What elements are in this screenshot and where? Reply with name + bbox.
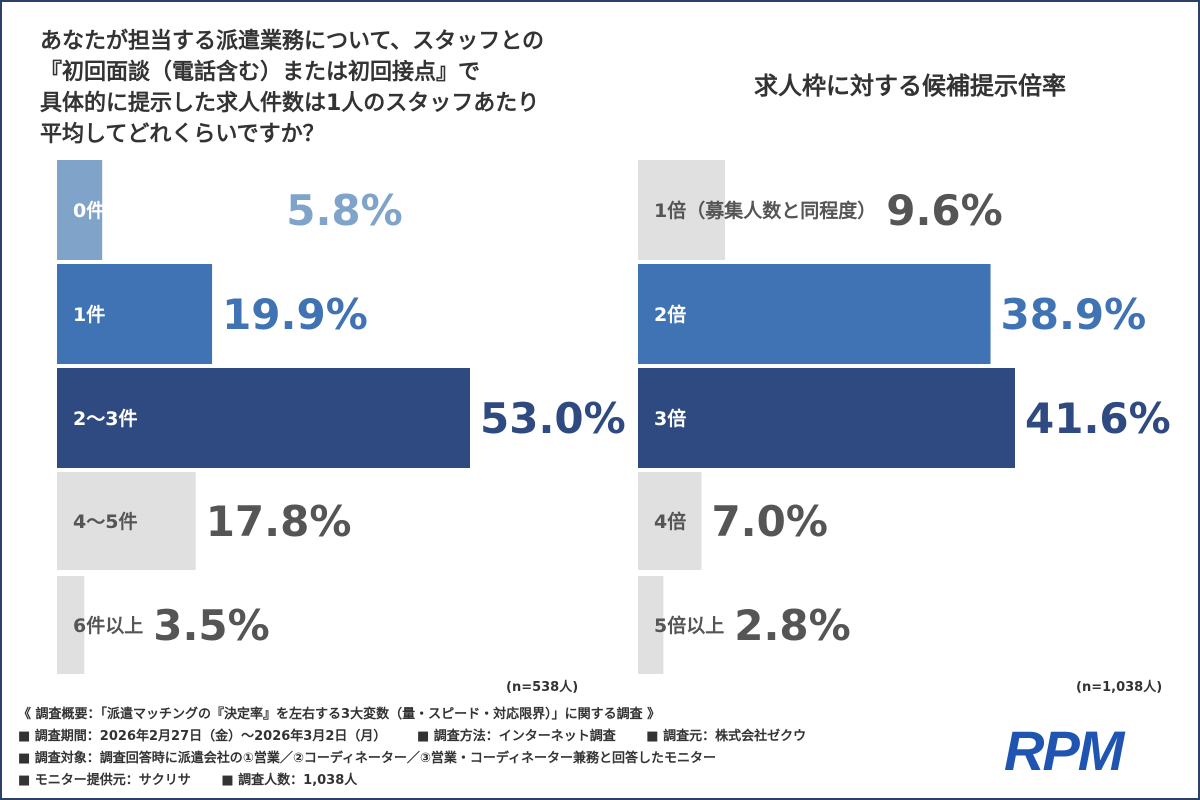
survey-meta-row: ■ 調査期間：2026年2月27日（金）〜2026年3月2日（月） ■ 調査方法… [18, 726, 832, 748]
right-bar-4 [638, 472, 702, 570]
left-bar-value-5: 3.5% [153, 601, 269, 650]
right-bar-label-2: 2倍 [654, 303, 686, 326]
left-bar-label-3: 2〜3件 [73, 407, 137, 430]
left-bar-5 [57, 576, 85, 674]
survey-footer: 《 調査概要：「派遣マッチングの『決定率』を左右する3大変数（量・スピード・対応… [18, 704, 832, 792]
left-bar-value-3: 53.0% [480, 394, 626, 443]
left-bar-4 [57, 472, 196, 570]
right-bar-5 [638, 576, 664, 674]
survey-meta-row-2: ■ モニター提供元：サクリサ ■ 調査人数：1,038人 [18, 770, 832, 792]
left-bar-value-1: 5.8% [286, 186, 402, 235]
left-bar-value-2: 19.9% [222, 290, 368, 339]
left-chart-title: あなたが担当する派遣業務について、スタッフとの 『初回面談（電話含む）または初回… [40, 29, 545, 147]
right-bar-label-1: 1倍（募集人数と同程度） [654, 199, 876, 222]
right-bar-label-5: 5倍以上 [654, 614, 724, 637]
right-bar-label-4: 4倍 [654, 510, 686, 533]
left-bar-1 [57, 160, 103, 260]
left-bar-label-2: 1件 [73, 303, 105, 326]
survey-method: ■ 調査方法：インターネット調査 [416, 729, 616, 744]
right-bar-value-2: 38.9% [1001, 290, 1147, 339]
left-bar-2 [57, 264, 213, 364]
survey-summary: 《 調査概要：「派遣マッチングの『決定率』を左右する3大変数（量・スピード・対応… [18, 707, 661, 722]
right-bar-value-4: 7.0% [711, 497, 827, 546]
survey-count: ■ 調査人数：1,038人 [221, 773, 358, 788]
right-bar-value-5: 2.8% [734, 601, 850, 650]
survey-provider: ■ モニター提供元：サクリサ [18, 773, 191, 788]
left-bar-label-4: 4〜5件 [73, 510, 137, 533]
right-bar-2 [638, 264, 991, 364]
right-bar-3 [638, 368, 1015, 468]
right-chart-title: 求人枠に対する候補提示倍率 [754, 72, 1066, 100]
left-bar-label-1: 0件（ヒアリングのみ） [73, 199, 276, 222]
rpm-logo-text: RPM [1004, 722, 1126, 778]
left-bar-3 [57, 368, 470, 468]
right-bar-value-3: 41.6% [1025, 394, 1171, 443]
left-bar-label-5: 6件以上 [73, 614, 143, 637]
left-sample-size: (n=538人) [506, 680, 579, 695]
survey-source: ■ 調査元：株式会社ゼクウ [646, 729, 807, 744]
right-sample-size: (n=1,038人) [1076, 680, 1163, 695]
survey-period: ■ 調査期間：2026年2月27日（金）〜2026年3月2日（月） [18, 729, 387, 744]
right-bar-value-1: 9.6% [886, 186, 1002, 235]
right-bar-label-3: 3倍 [654, 407, 686, 430]
right-bar-1 [638, 160, 725, 260]
rpm-logo: RPM [1004, 722, 1128, 778]
left-bar-value-4: 17.8% [206, 497, 352, 546]
survey-target: ■ 調査対象：調査回答時に派遣会社の①営業／②コーディネーター／③営業・コーディ… [18, 751, 717, 766]
